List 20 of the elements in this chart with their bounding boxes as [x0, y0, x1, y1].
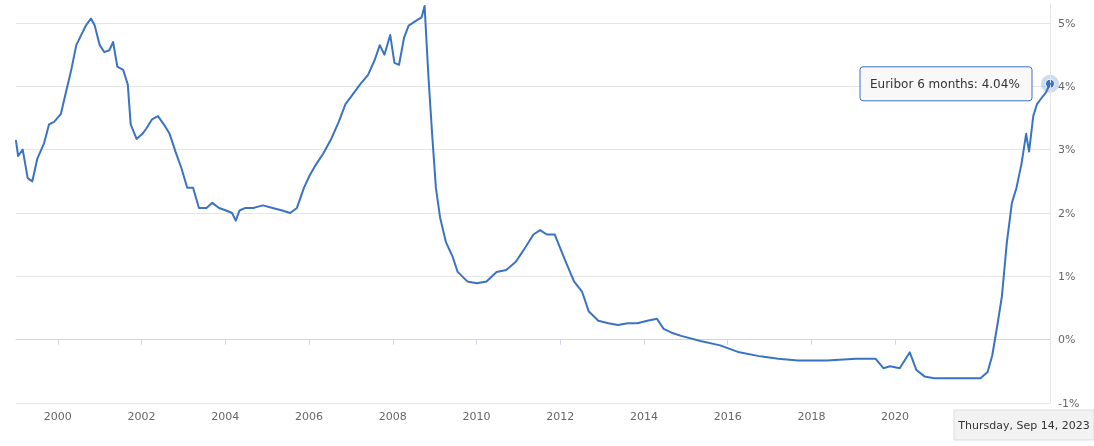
- x-tick-label: 2000: [43, 410, 72, 423]
- y-tick-label: 5%: [1058, 16, 1076, 30]
- x-tick-label: 2004: [211, 410, 240, 423]
- x-tick-label: 2018: [797, 410, 826, 423]
- x-tick-label: 2008: [378, 410, 407, 423]
- x-tick-label: 2006: [295, 410, 324, 423]
- y-tick-label: 0%: [1058, 333, 1076, 347]
- text: Thursday, Sep 14, 2023: [957, 418, 1090, 432]
- annotation: Euribor 6 months: 4.04%: [870, 76, 1020, 91]
- y-tick-label: -1%: [1058, 396, 1080, 410]
- x-tick-label: 2010: [462, 410, 491, 423]
- x-tick-label: 2014: [629, 410, 658, 423]
- y-tick-label: 1%: [1058, 269, 1076, 283]
- y-tick-label: 2%: [1058, 206, 1076, 220]
- y-tick-label: 4%: [1058, 79, 1076, 93]
- x-tick-label: 2012: [546, 410, 575, 423]
- y-tick-label: 3%: [1058, 143, 1076, 157]
- x-tick-label: 2016: [713, 410, 742, 423]
- x-tick-label: 2002: [127, 410, 156, 423]
- x-tick-label: 2020: [881, 410, 910, 423]
